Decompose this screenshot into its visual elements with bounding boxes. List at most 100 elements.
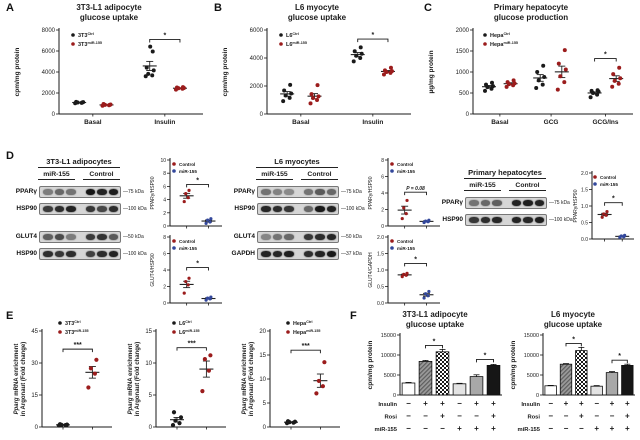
svg-text:−: −	[440, 424, 445, 433]
svg-text:PPARγ/HSP90: PPARγ/HSP90	[150, 176, 156, 209]
blot-band	[54, 250, 64, 257]
svg-text:3T3miR-155: 3T3miR-155	[65, 329, 89, 336]
western-blot-hepatocyte: Primary hepatocytes miR-155 Control PPARγ —7…	[436, 168, 576, 240]
svg-text:miR-155: miR-155	[374, 427, 397, 433]
quant-3t3-glut4: 0 2 4 6 8 GLUT4/HSP90 Control miR-155 *	[148, 232, 224, 310]
svg-text:P = 0.08: P = 0.08	[406, 186, 425, 192]
svg-text:+: +	[610, 399, 615, 408]
svg-text:*: *	[618, 353, 621, 360]
blot-band	[469, 216, 479, 223]
svg-text:HepaCtrl: HepaCtrl	[293, 320, 312, 327]
svg-text:*: *	[484, 353, 487, 360]
svg-text:+: +	[491, 424, 496, 433]
svg-text:Pparg mRNA enrichment: Pparg mRNA enrichment	[14, 344, 20, 415]
blot-strip	[39, 247, 121, 260]
protein-label: GLUT4	[15, 233, 37, 240]
blot-band	[85, 233, 95, 240]
chart-3t3-pparg-enrichment: 0 15 30 45 Pparg mRNA enrichment in Argonaut …	[12, 315, 118, 435]
blot-band	[284, 188, 294, 195]
western-blot-l6: L6 myocytes miR-155 Control PPARγ —75 kDa HSP…	[228, 157, 368, 274]
svg-text:0: 0	[163, 224, 166, 230]
blot-band	[108, 233, 118, 240]
svg-text:5: 5	[149, 393, 153, 399]
svg-text:2.0: 2.0	[581, 171, 588, 177]
blot-band	[43, 250, 53, 257]
svg-text:***: ***	[188, 341, 196, 348]
blot-band	[261, 233, 271, 240]
svg-text:0: 0	[149, 425, 153, 431]
blot-band	[272, 188, 282, 195]
blot-band	[108, 250, 118, 257]
blot-band	[97, 233, 107, 240]
svg-text:−: −	[548, 424, 553, 433]
chart-title: 3T3-L1 adipocyte glucose uptake	[402, 310, 468, 329]
chart-hepatocyte-glucose-production: Primary hepatocyte glucose production 0 500…	[424, 3, 638, 130]
svg-text:0.0: 0.0	[377, 301, 384, 307]
panel-label-e: E	[6, 310, 14, 322]
blot-band	[511, 216, 521, 223]
svg-text:8000: 8000	[42, 28, 56, 34]
blot-band	[261, 250, 271, 257]
chart-l6-pparg-enrichment: 0 5 10 15 Pparg mRNA enrichment in Argonaut (…	[126, 315, 232, 435]
svg-text:+: +	[491, 399, 496, 408]
kda-marker: —37 kDa	[341, 250, 362, 257]
chart-svg-e2: 0 5 10 15 Pparg mRNA enrichment in Argonaut (…	[128, 320, 226, 431]
svg-text:GLUT4/HSP90: GLUT4/HSP90	[150, 253, 156, 287]
svg-text:+: +	[594, 424, 599, 433]
bar-3t3-glucose-uptake: 3T3-L1 adipocyte glucose uptake 0 5000 10000…	[362, 310, 508, 437]
blot-band	[85, 250, 95, 257]
western-cell-title: 3T3-L1 adipocytes	[38, 157, 120, 168]
svg-text:2: 2	[163, 285, 166, 291]
svg-text:1.0: 1.0	[581, 204, 588, 210]
svg-text:0: 0	[263, 425, 267, 431]
blot-band	[66, 250, 76, 257]
svg-text:10: 10	[145, 361, 152, 367]
blot-band	[66, 233, 76, 240]
chart-svg-e1: 0 15 30 45 Pparg mRNA enrichment in Argonaut …	[14, 320, 112, 431]
kda-marker: —75 kDa	[549, 199, 570, 206]
panel-label-f: F	[350, 310, 357, 322]
svg-text:10000: 10000	[524, 353, 539, 359]
svg-text:5000: 5000	[527, 373, 539, 379]
western-cell-title: L6 myocytes	[256, 157, 338, 168]
blot-band	[43, 205, 53, 212]
svg-text:500: 500	[459, 91, 470, 97]
svg-text:30: 30	[31, 361, 38, 367]
blot-band	[303, 250, 313, 257]
svg-text:−: −	[564, 412, 569, 421]
svg-text:miR-155: miR-155	[517, 427, 540, 433]
blot-strip	[39, 230, 121, 243]
svg-text:***: ***	[302, 343, 310, 350]
blot-row: HSP90 —100 kDa	[436, 212, 576, 227]
quant-l6-glut4: 0.0 0.5 1.0 1.5 2.0 GLUT4/GAPDH Control miR-155…	[366, 232, 442, 310]
svg-text:15: 15	[31, 393, 38, 399]
kda-marker: —100 kDa	[549, 216, 573, 223]
svg-text:15: 15	[259, 353, 266, 359]
protein-label: PPARγ	[441, 199, 463, 206]
svg-text:PPARγ/HSP90: PPARγ/HSP90	[368, 176, 374, 209]
svg-text:cpm/mg protein: cpm/mg protein	[14, 48, 21, 97]
western-conditions: miR-155 Control	[256, 171, 338, 180]
blot-band	[43, 188, 53, 195]
blot-row: PPARγ —75 kDa	[10, 184, 150, 199]
chart-svg-d1b: 0 2 4 6 8 GLUT4/HSP90 Control miR-155 *	[150, 235, 222, 307]
svg-text:5000: 5000	[384, 373, 396, 379]
blot-row: GAPDH —37 kDa	[228, 246, 368, 261]
svg-text:+: +	[423, 399, 428, 408]
chart-svg-B: 0 2000 4000 6000 cpm/mg protein Basal Insulin L…	[222, 28, 411, 126]
svg-text:0.5: 0.5	[377, 285, 384, 291]
blot-row: HSP90 —100 kDa	[228, 201, 368, 216]
blot-band	[97, 188, 107, 195]
svg-text:+: +	[579, 412, 584, 421]
svg-text:−: −	[610, 412, 615, 421]
svg-text:6: 6	[381, 175, 384, 181]
blot-strip	[257, 230, 339, 243]
blot-band	[43, 233, 53, 240]
svg-text:HepaCtrl: HepaCtrl	[490, 32, 510, 39]
blot-band	[303, 233, 313, 240]
blot-band	[303, 205, 313, 212]
svg-text:+: +	[579, 399, 584, 408]
svg-text:3T3miR-155: 3T3miR-155	[78, 41, 102, 48]
bar-l6-glucose-uptake: L6 myocyte glucose uptake 0 5000 10000 15000 c…	[506, 310, 640, 437]
